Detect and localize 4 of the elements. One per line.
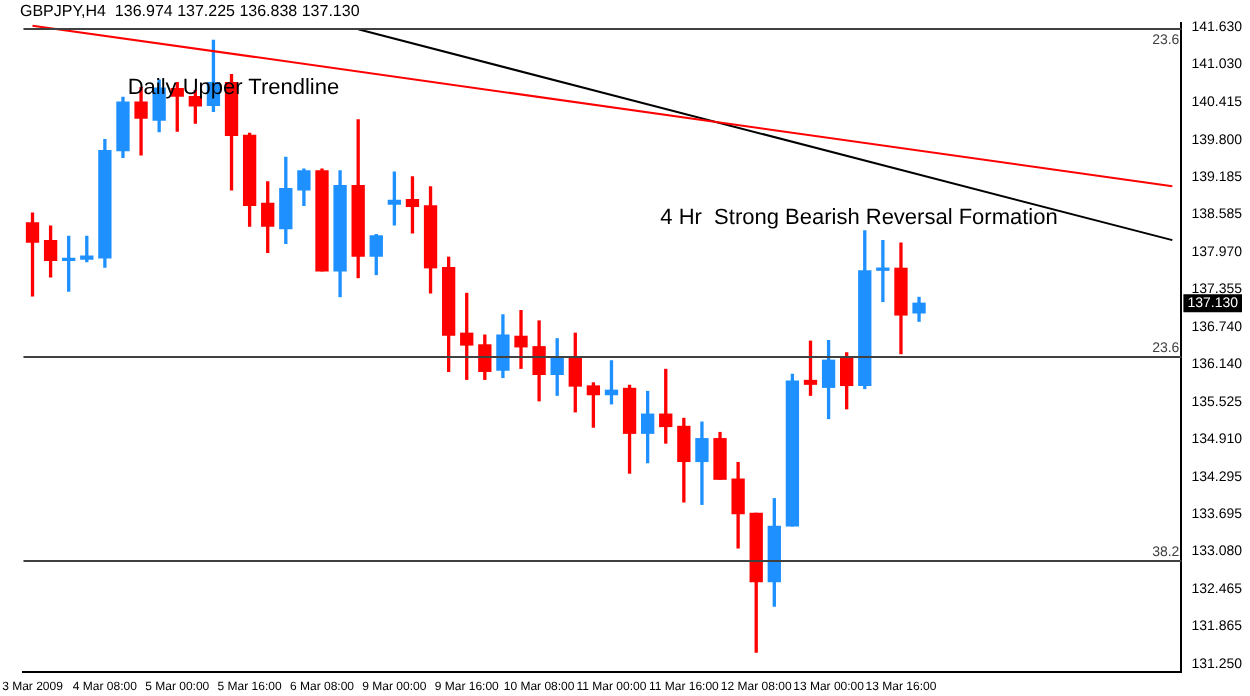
candlestick: [514, 309, 528, 369]
candlestick: [876, 240, 890, 303]
annotation: 4 Hr Strong Bearish Reversal Formation: [660, 205, 1058, 230]
chart-title: GBPJPY,H4 136.974 137.225 136.838 137.130: [20, 2, 361, 21]
